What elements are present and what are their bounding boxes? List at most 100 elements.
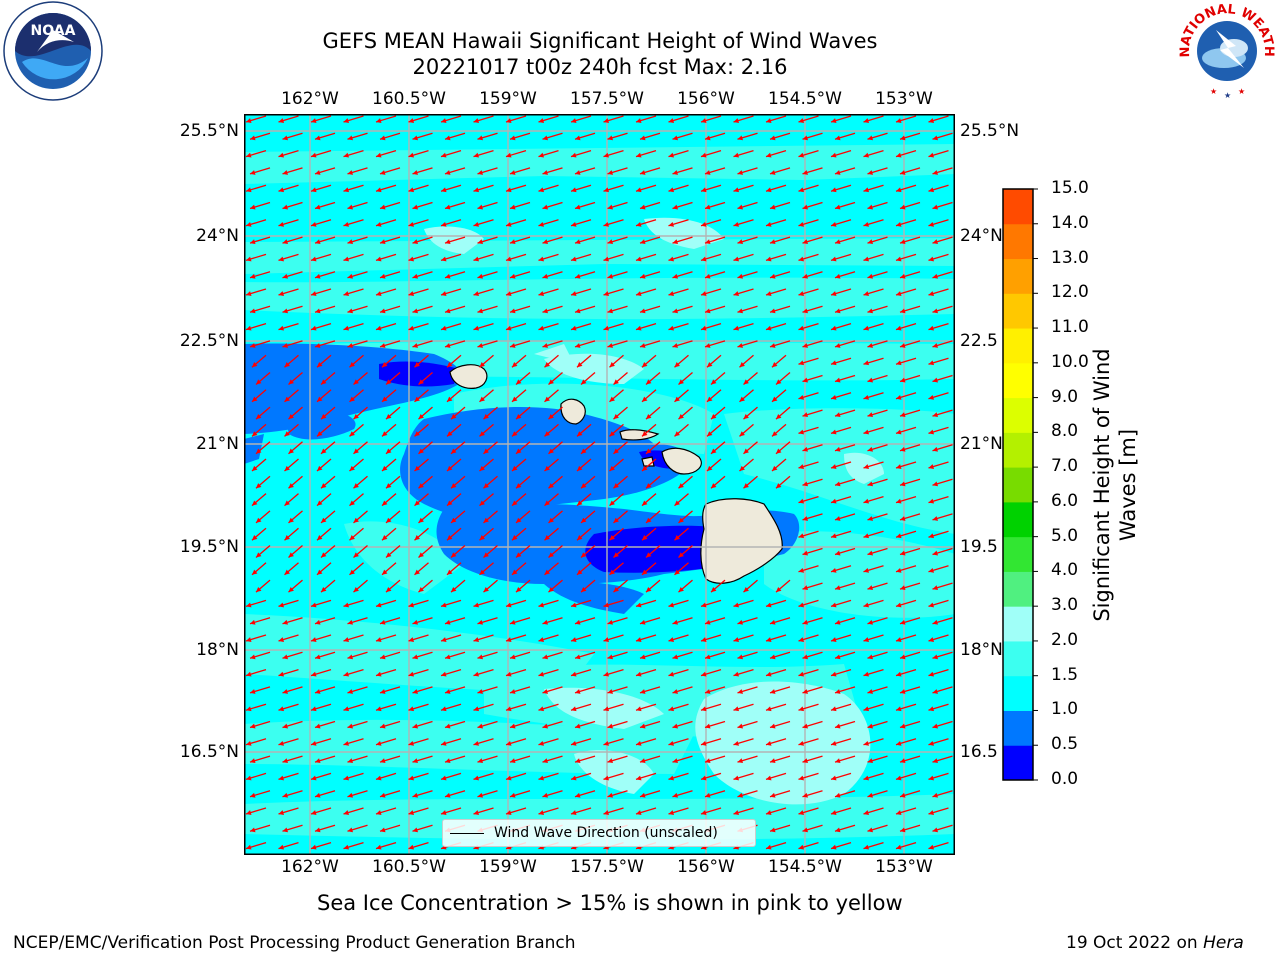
wave-direction-arrowhead — [613, 483, 619, 489]
wave-direction-arrowhead — [672, 343, 679, 348]
wave-direction-arrowhead — [581, 517, 587, 523]
wave-direction-arrowhead — [473, 602, 480, 608]
wave-direction-arrowhead — [711, 483, 717, 489]
wave-direction-arrowhead — [447, 535, 453, 541]
wave-direction-arrowhead — [701, 602, 707, 608]
wave-direction-arrowhead — [256, 448, 262, 454]
wave-direction-arrowhead — [506, 152, 512, 158]
wave-direction-arrowhead — [571, 810, 577, 815]
wave-direction-arrowhead — [516, 586, 522, 593]
wave-direction-arrowhead — [766, 844, 772, 850]
wave-direction-arrowhead — [636, 810, 642, 815]
chart-title-line2: 20221017 t00z 240h fcst Max: 2.16 — [412, 55, 788, 79]
wave-direction-arrowhead — [770, 619, 776, 625]
chart-title-line1: GEFS MEAN Hawaii Significant Height of W… — [322, 29, 878, 53]
colorbar-cell — [1003, 640, 1033, 677]
wave-direction-arrowhead — [386, 413, 392, 420]
wave-direction-arrowhead — [278, 187, 285, 193]
wave-direction-arrowhead — [477, 343, 484, 348]
wave-direction-arrowhead — [347, 273, 354, 279]
wave-direction-arrowhead — [479, 431, 485, 437]
wave-direction-arrowhead — [802, 689, 809, 694]
colorbar-cell — [1003, 606, 1033, 642]
wave-direction-arrowhead — [831, 394, 837, 400]
wave-direction-arrowhead — [867, 135, 874, 141]
wave-direction-arrowhead — [256, 517, 262, 523]
wave-direction-arrowhead — [770, 273, 776, 279]
wave-direction-arrowhead — [798, 152, 805, 158]
wave-direction-arrowhead — [831, 152, 837, 158]
wave-direction-arrowhead — [802, 585, 809, 591]
wave-direction-arrowhead — [766, 256, 772, 262]
wave-direction-arrowhead — [445, 343, 451, 348]
wave-direction-arrowhead — [441, 291, 447, 296]
wave-direction-arrowhead — [798, 810, 805, 815]
wave-direction-arrowhead — [473, 221, 480, 227]
wave-direction-arrowhead — [506, 671, 512, 677]
colorbar-cell — [1003, 501, 1033, 538]
wave-direction-arrowhead — [646, 586, 652, 593]
wave-direction-arrowhead — [863, 291, 870, 296]
wave-direction-arrowhead — [544, 535, 550, 541]
wave-direction-arrowhead — [701, 256, 707, 262]
wave-direction-arrowhead — [733, 152, 740, 158]
wave-direction-arrowhead — [282, 723, 289, 729]
wave-direction-arrowhead — [510, 792, 516, 798]
wave-direction-arrowhead — [412, 758, 419, 764]
wave-direction-arrowhead — [479, 500, 485, 506]
wave-direction-arrowhead — [668, 256, 675, 262]
wave-direction-arrowhead — [386, 552, 392, 558]
colorbar-tick-label: 14.0 — [1051, 212, 1089, 233]
wave-direction-arrowhead — [581, 552, 587, 558]
colorbar-tick-label: 1.5 — [1051, 664, 1079, 685]
lon-tick-top: 160.5°W — [372, 89, 446, 109]
wave-direction-arrowhead — [506, 602, 512, 608]
wave-direction-arrowhead — [867, 723, 874, 729]
wave-direction-arrowhead — [311, 602, 317, 608]
wave-direction-arrowhead — [798, 637, 805, 642]
wave-direction-arrowhead — [772, 396, 778, 402]
wave-direction-arrowhead — [900, 481, 906, 487]
wave-direction-arrowhead — [835, 827, 841, 833]
footer-branch: NCEP/EMC/Verification Post Processing Pr… — [13, 933, 576, 953]
wave-direction-arrowhead — [412, 654, 419, 660]
wave-direction-arrowhead — [321, 552, 327, 558]
wave-direction-arrowhead — [900, 446, 906, 452]
wave-direction-arrowhead — [542, 654, 549, 660]
wave-direction-arrowhead — [506, 187, 512, 193]
wave-direction-arrowhead — [477, 758, 484, 764]
wave-direction-arrowhead — [278, 152, 285, 158]
wave-direction-arrowhead — [798, 844, 805, 850]
wave-direction-arrowhead — [674, 362, 680, 368]
wave-direction-arrowhead — [831, 291, 837, 296]
wave-direction-arrowhead — [733, 256, 740, 262]
wave-direction-arrowhead — [737, 204, 744, 210]
wave-direction-arrowhead — [640, 654, 646, 660]
wave-direction-arrowhead — [668, 706, 675, 712]
wave-direction-arrowhead — [447, 396, 453, 402]
wave-direction-arrowhead — [571, 325, 577, 331]
wave-direction-arrowhead — [441, 637, 447, 642]
wave-direction-arrowhead — [798, 360, 805, 366]
wave-direction-arrowhead — [575, 343, 581, 348]
wave-direction-arrowhead — [571, 602, 577, 608]
wave-direction-arrowhead — [412, 827, 419, 833]
wave-direction-arrowhead — [510, 273, 516, 279]
wave-direction-arrowhead — [900, 343, 906, 348]
molokai-island — [619, 429, 660, 441]
wave-direction-arrowhead — [577, 362, 583, 368]
wave-direction-arrowhead — [896, 187, 902, 193]
wave-direction-arrowhead — [577, 465, 583, 471]
wave-direction-arrowhead — [642, 431, 648, 437]
wave-direction-arrowhead — [831, 637, 837, 642]
wave-direction-arrowhead — [928, 567, 935, 573]
hawaii-big-island — [700, 498, 783, 584]
wave-direction-arrowhead — [479, 465, 485, 471]
wave-direction-arrowhead — [575, 239, 581, 245]
wave-direction-arrowhead — [672, 689, 679, 694]
wave-direction-arrowhead — [835, 343, 841, 348]
wave-direction-arrowhead — [477, 308, 484, 314]
wave-direction-arrowhead — [737, 343, 744, 348]
wave-direction-arrowhead — [380, 827, 386, 833]
wave-direction-arrowhead — [451, 483, 457, 489]
